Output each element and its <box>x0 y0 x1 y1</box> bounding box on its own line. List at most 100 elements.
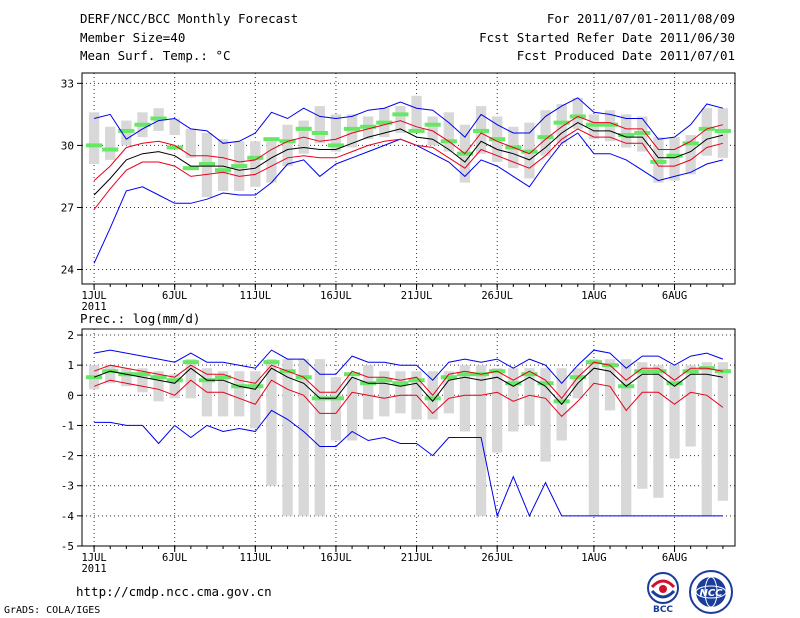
mean-mark-day-23 <box>440 375 457 380</box>
box-day-40 <box>717 108 729 158</box>
box-day-15 <box>314 106 325 144</box>
x-tick-label: 21JUL <box>401 552 433 564</box>
mean-mark-day-12 <box>263 137 280 142</box>
y-tick-label: 1 <box>67 359 74 372</box>
mean-mark-day-17 <box>344 126 361 131</box>
mean-mark-day-10 <box>231 164 248 169</box>
box-day-10 <box>234 371 245 417</box>
box-day-24 <box>459 365 471 432</box>
x-tick-label: 21JUL <box>401 290 433 302</box>
y-tick-label: -4 <box>61 510 75 523</box>
box-day-34 <box>621 359 632 516</box>
box-day-11 <box>250 141 261 187</box>
box-day-13 <box>282 359 293 516</box>
mean-mark-day-29 <box>537 135 554 140</box>
box-day-32 <box>588 114 600 140</box>
mean-mark-day-30 <box>553 120 570 125</box>
mean-mark-day-35 <box>634 369 651 374</box>
mean-mark-day-20 <box>392 381 409 386</box>
series-line-3 <box>93 122 724 196</box>
chart-title: DERF/NCC/BCC Monthly Forecast <box>80 11 299 26</box>
mean-mark-day-21 <box>408 378 425 383</box>
mean-mark-day-12 <box>263 360 280 365</box>
mean-mark-day-38 <box>682 369 699 374</box>
forecast-period: For 2011/07/01-2011/08/09 <box>546 11 735 26</box>
mean-mark-day-22 <box>424 122 441 127</box>
series-line-5 <box>94 349 724 385</box>
box-day-38 <box>685 135 696 175</box>
mean-mark-day-8 <box>198 162 216 167</box>
mean-mark-day-24 <box>456 372 473 377</box>
box-day-2 <box>105 126 116 160</box>
box-day-16 <box>330 114 342 152</box>
box-day-34 <box>621 114 632 148</box>
box-day-12 <box>266 141 277 183</box>
x-tick-label: 11JUL <box>240 290 272 302</box>
box-day-7 <box>185 359 196 399</box>
variable-label: Mean Surf. Temp.: °C <box>80 48 231 63</box>
mean-mark-day-3 <box>118 128 135 133</box>
mean-mark-day-9 <box>215 375 232 380</box>
mean-mark-day-26 <box>489 137 506 142</box>
series-line-2 <box>93 128 724 210</box>
mean-mark-day-20 <box>392 112 409 117</box>
box-day-2 <box>105 365 116 384</box>
box-day-13 <box>282 124 293 167</box>
series-line-2 <box>93 379 724 418</box>
source-url[interactable]: http://cmdp.ncc.cma.gov.cn <box>76 584 272 599</box>
mean-mark-day-6 <box>166 378 183 383</box>
mean-mark-day-28 <box>521 149 538 154</box>
series-line-5 <box>93 97 724 144</box>
bcc-logo: BCC <box>647 572 679 615</box>
plot-frame <box>81 328 736 547</box>
box-day-7 <box>185 128 196 158</box>
plot-frame <box>81 72 736 285</box>
box-day-35 <box>637 362 648 489</box>
x-tick-label: 1AUG <box>581 290 606 302</box>
y-tick-label: 27 <box>61 201 74 214</box>
box-day-17 <box>346 377 358 441</box>
box-day-37 <box>669 137 680 181</box>
box-day-26 <box>492 368 503 453</box>
box-day-29 <box>540 110 551 156</box>
mean-mark-day-29 <box>537 381 554 386</box>
mean-mark-day-38 <box>682 141 699 146</box>
x-tick-label: 16JUL <box>320 290 352 302</box>
box-day-20 <box>395 106 406 133</box>
box-day-11 <box>250 371 261 429</box>
box-day-9 <box>217 371 229 417</box>
box-day-39 <box>701 108 712 156</box>
mean-mark-day-36 <box>650 159 667 164</box>
mean-mark-day-33 <box>601 122 619 127</box>
box-day-9 <box>217 139 229 191</box>
series-line-4 <box>93 361 723 400</box>
x-tick-label: 1AUG <box>581 552 606 564</box>
mean-mark-day-7 <box>182 360 199 365</box>
mean-mark-day-1 <box>86 375 103 380</box>
y-tick-label: 33 <box>61 77 74 90</box>
box-day-15 <box>314 359 325 516</box>
member-size: Member Size=40 <box>80 30 186 45</box>
x-tick-label: 1JUL <box>81 290 106 302</box>
box-day-4 <box>137 368 148 393</box>
x-tick-label: 6JUL <box>162 552 187 564</box>
mean-mark-day-40 <box>714 369 731 374</box>
box-day-19 <box>379 371 390 417</box>
box-day-6 <box>169 118 180 136</box>
x-tick-label: 1JUL <box>81 552 106 564</box>
box-day-21 <box>411 95 422 131</box>
bcc-logo-text: BCC <box>653 605 673 615</box>
mean-mark-day-1 <box>86 143 103 148</box>
y-tick-label: 2 <box>67 329 74 342</box>
mean-mark-day-37 <box>666 381 683 386</box>
mean-mark-day-17 <box>344 372 361 377</box>
mean-mark-day-14 <box>295 126 312 131</box>
mean-mark-day-11 <box>247 384 264 389</box>
grads-credit: GrADS: COLA/IGES <box>4 605 101 616</box>
box-day-40 <box>717 362 729 501</box>
mean-mark-day-19 <box>376 378 393 383</box>
box-day-3 <box>121 368 132 387</box>
box-day-23 <box>443 371 454 414</box>
x-tick-label: 26JUL <box>481 290 513 302</box>
